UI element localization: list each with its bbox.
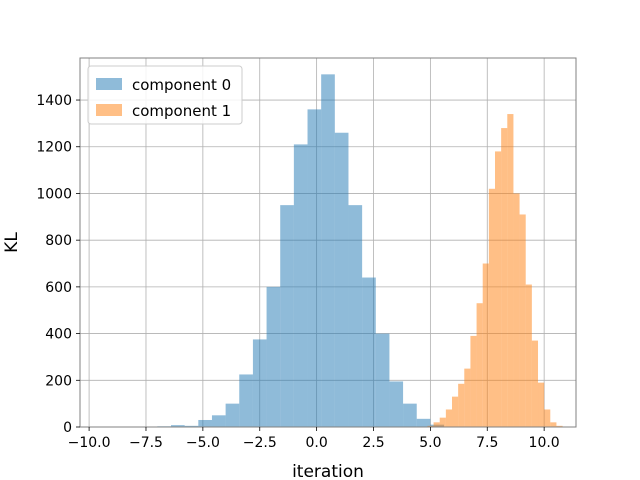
histogram-bar <box>544 409 551 427</box>
histogram-bar <box>252 339 267 427</box>
y-tick-label: 0 <box>63 420 72 436</box>
histogram-bar <box>389 381 404 427</box>
x-axis: −10.0 −7.5 −5.0 −2.5 0.0 2.5 5.0 7.5 10.0 <box>68 427 560 451</box>
histogram-bar <box>427 425 434 427</box>
histogram-bar <box>362 277 376 427</box>
histogram-bar <box>445 409 452 427</box>
legend-box <box>87 65 243 125</box>
histogram-bar <box>495 151 502 427</box>
histogram-bar <box>550 422 557 427</box>
histogram-bar <box>464 368 471 427</box>
histogram-bar <box>501 128 508 427</box>
legend-label: component 1 <box>132 102 231 120</box>
histogram-bar <box>211 415 226 427</box>
y-tick-label: 600 <box>45 280 72 296</box>
x-tick-label: 5.0 <box>419 435 441 451</box>
y-axis: 0 200 400 600 800 1000 1200 1400 <box>36 93 80 436</box>
histogram-bar <box>307 109 322 427</box>
histogram-bar <box>458 383 465 427</box>
histogram-bar <box>538 382 545 427</box>
histogram-bar <box>556 425 563 427</box>
plot-frame <box>79 57 577 428</box>
y-tick-label: 1000 <box>36 186 72 202</box>
histogram-bar <box>375 333 390 427</box>
series-1-bars <box>421 114 563 428</box>
legend-swatch <box>96 78 122 90</box>
histogram-bar <box>525 284 532 427</box>
histogram-bar <box>239 374 253 427</box>
histogram-bar <box>403 403 417 427</box>
histogram-bar <box>321 74 335 428</box>
y-tick-label: 1200 <box>36 140 72 156</box>
legend-label: component 0 <box>132 76 231 94</box>
histogram-bar <box>519 214 526 427</box>
x-tick-label: −7.5 <box>129 435 163 451</box>
histogram-bar <box>482 263 489 427</box>
histogram-bar <box>439 417 446 427</box>
histogram-bar <box>470 335 477 427</box>
histogram-bar <box>266 286 281 427</box>
x-tick-label: −10.0 <box>68 435 111 451</box>
bars <box>89 74 563 428</box>
histogram-bar <box>416 418 431 427</box>
histogram-bar <box>507 114 514 428</box>
x-tick-label: 0.0 <box>305 435 327 451</box>
x-tick-label: 2.5 <box>362 435 384 451</box>
histogram-bar <box>488 188 496 427</box>
histogram-bar <box>433 422 440 427</box>
histogram-bar <box>198 419 212 427</box>
histogram-bar <box>171 425 185 427</box>
x-tick-label: −5.0 <box>186 435 220 451</box>
histogram-bar <box>334 132 349 427</box>
histogram-bar <box>513 193 520 427</box>
histogram-bar <box>293 144 308 428</box>
x-tick-label: 10.0 <box>529 435 560 451</box>
y-tick-label: 800 <box>45 233 72 249</box>
histogram-bar <box>531 340 539 427</box>
x-tick-label: 7.5 <box>476 435 498 451</box>
y-tick-label: 200 <box>45 373 72 389</box>
histogram-bar <box>280 205 294 427</box>
histogram-bar <box>348 205 363 427</box>
histogram-bar <box>476 303 483 427</box>
x-axis-label: iteration <box>292 462 364 480</box>
x-tick-label: −2.5 <box>243 435 277 451</box>
y-axis-label: KL <box>2 232 22 253</box>
histogram-bar <box>184 425 199 427</box>
series-0-bars <box>89 74 445 428</box>
legend: component 0 component 1 <box>87 65 243 125</box>
histogram-bar <box>452 396 459 427</box>
legend-swatch <box>96 104 122 116</box>
y-tick-label: 400 <box>45 327 72 343</box>
histogram-bar <box>225 403 240 427</box>
y-tick-label: 1400 <box>36 93 72 109</box>
